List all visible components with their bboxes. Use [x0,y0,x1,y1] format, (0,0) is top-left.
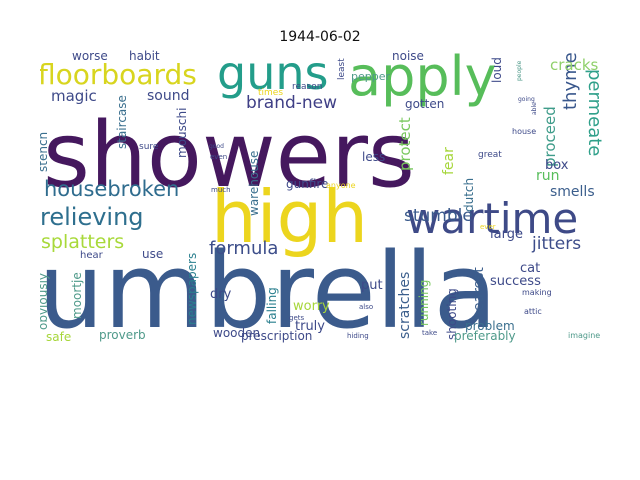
cloud-word: much [211,186,231,194]
cloud-word: put [361,278,383,293]
cloud-word: worse [72,50,108,63]
cloud-word: box [545,158,569,173]
cloud-word: prescription [241,329,313,343]
cloud-word: gets [289,314,305,322]
cloud-word: habit [129,50,160,63]
cloud-word: reason [292,82,323,92]
cloud-word: guns [217,50,329,100]
page-title: 1944-06-02 [279,29,361,45]
cloud-word: moortje [70,272,84,319]
cloud-word: making [522,288,552,297]
cloud-word: fear [441,147,457,175]
cloud-word: even [210,153,228,161]
cloud-word: wooden [213,326,261,340]
cloud-word: stench [40,131,50,172]
cloud-word: brand-new [246,93,338,113]
cloud-word: showers [43,103,415,208]
cloud-word: people [516,60,523,81]
cloud-word: going [518,96,535,103]
cloud-word: apply [348,50,497,108]
cloud-word: least [337,58,347,80]
cloud-word: imagine [568,331,601,340]
cloud-word: anyone [326,181,356,190]
cloud-word: cat [520,261,541,276]
cloud-word: noise [392,50,424,63]
cloud-word: warehouse [247,150,261,216]
cloud-word: problem [465,319,515,333]
cloud-word: proverb [99,328,146,342]
cloud-word: cracks [550,56,599,74]
cloud-word: hiding [347,332,369,340]
cloud-word: loud [490,57,504,83]
cloud-word: dry [210,287,232,302]
cloud-word: wartime [406,194,579,243]
cloud-word: large [490,227,523,242]
cloud-word: obviously [40,272,50,330]
cloud-word: use [142,247,164,261]
cloud-word: sure [139,142,159,152]
cloud-word: gotten [405,97,445,111]
cloud-word: dutch [462,177,476,212]
cloud-word: formula [209,238,279,259]
cloud-word: smells [550,184,595,200]
cloud-word: times [258,88,284,98]
cloud-word: pepper [351,70,391,83]
cloud-word: mouschi [175,107,189,158]
cloud-word: take [422,329,438,337]
cloud-word: sound [147,88,190,104]
cloud-word: falling [265,287,279,324]
cloud-word: relieving [40,203,144,231]
cloud-word: running [417,279,431,326]
cloud-word: scratches [397,271,413,339]
cloud-word: housebroken [44,177,180,201]
cloud-word: magic [51,87,97,105]
cloud-word: worry [293,299,330,314]
cloud-word: hear [80,250,103,261]
cloud-word: great [478,150,502,160]
cloud-word: house [512,127,537,136]
cloud-word: safe [46,330,72,344]
cloud-word: newspapers [185,252,199,325]
cloud-word: umbrella [40,230,498,346]
cloud-word: staircase [115,95,129,149]
cloud-word: gunfire [286,177,329,191]
cloud-word: attic [524,307,542,316]
cloud-word: stumble [404,206,473,226]
cloud-word: ever [480,223,496,231]
cloud-word: able [531,102,538,115]
cloud-word: good [209,143,224,150]
cloud-word: floorboards [40,58,197,91]
cloud-word: splatters [41,231,125,253]
cloud-word: success [490,274,541,289]
cloud-word: nearest [471,267,487,320]
cloud-word: protect [396,117,414,171]
cloud-word: truly [295,319,325,334]
word-cloud: showers umbrella high apply guns wartime… [40,50,614,346]
cloud-word: jitters [532,234,582,254]
cloud-word: less [362,150,386,164]
cloud-word: preferably [454,329,516,343]
cloud-word: high [211,175,368,259]
cloud-word: permeate [584,69,605,157]
cloud-word: run [536,168,560,184]
cloud-word: also [359,303,374,311]
